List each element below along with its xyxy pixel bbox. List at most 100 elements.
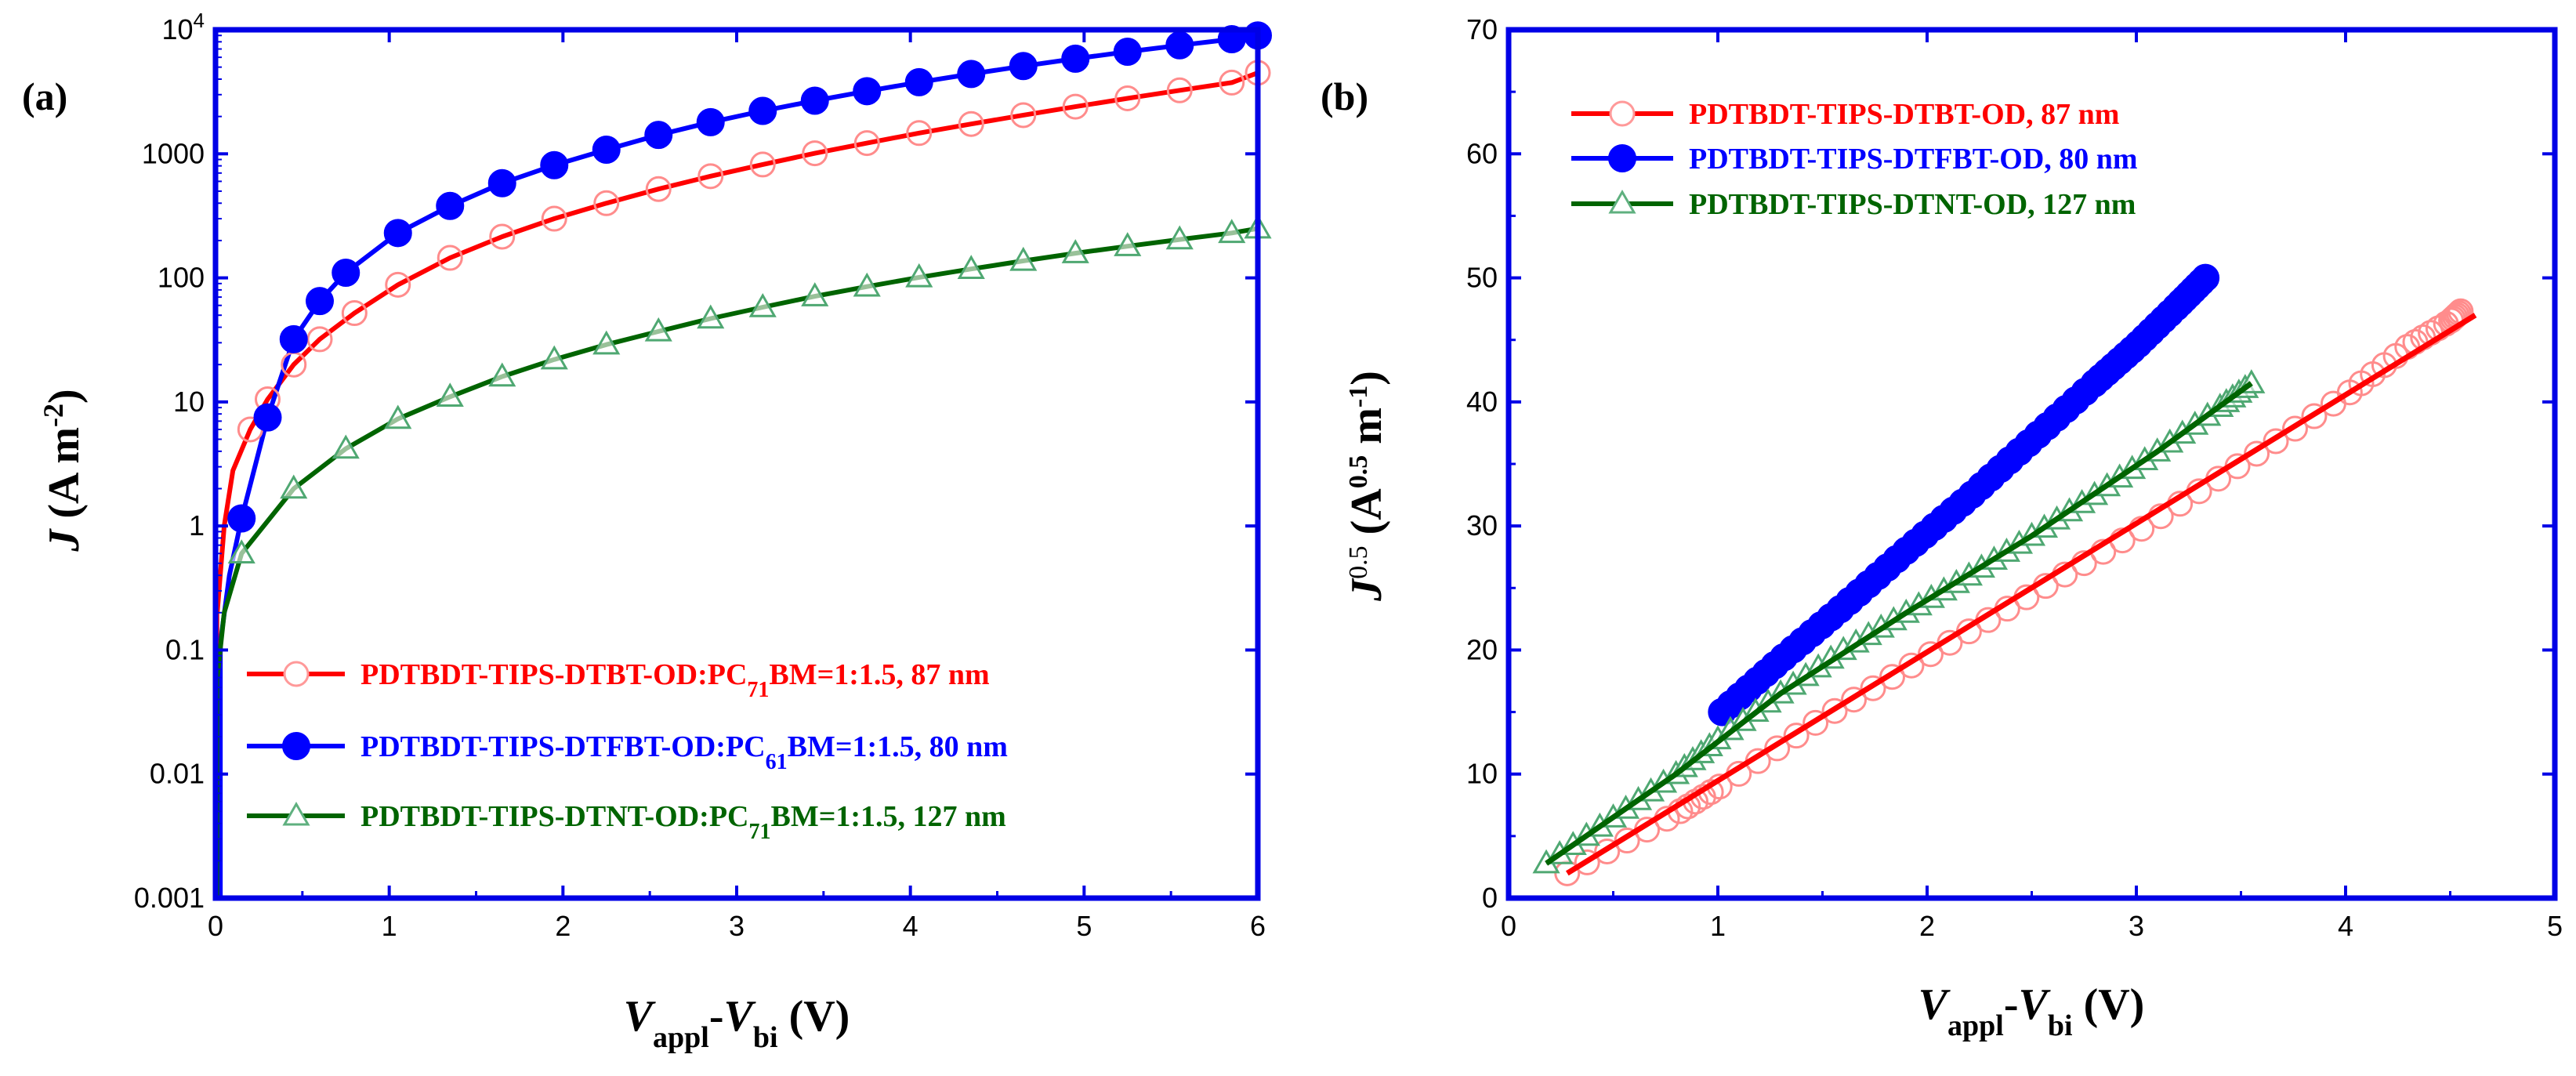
- series-a-point-0: [958, 110, 984, 137]
- legend-b-entry-0: PDTBDT-TIPS-DTBT-OD, 87 nm: [1571, 98, 2119, 131]
- series-a-line-1: [218, 33, 1259, 641]
- y-tick-label-a: 10: [173, 386, 205, 418]
- series-a-point-2: [280, 474, 308, 499]
- series-a-point-0: [1062, 93, 1089, 120]
- legend-a-label-1: PDTBDT-TIPS-DTFBT-OD:PC61BM=1:1.5, 80 nm: [360, 730, 1008, 774]
- series-a-point-2: [384, 404, 412, 429]
- y-tick-label-a: 104: [161, 9, 205, 45]
- panel-b-label: (b): [1321, 74, 1368, 118]
- series-b-point-0: [1879, 664, 1905, 690]
- series-b-point-0: [1783, 723, 1810, 749]
- legend-a-entry-2: PDTBDT-TIPS-DTNT-OD:PC71BM=1:1.5, 127 nm: [247, 800, 1006, 844]
- series-b-point-0: [1802, 709, 1829, 736]
- series-a-point-2: [1061, 239, 1089, 263]
- series-a-point-0: [489, 223, 516, 250]
- series-b-fit-line-0: [1565, 313, 2477, 876]
- series-a-point-1: [748, 96, 777, 125]
- panel-b-plot: [1532, 263, 2477, 886]
- series-a-point-1: [1113, 38, 1142, 67]
- panel-a-xlabel: Vappl-Vbi (V): [624, 992, 850, 1054]
- series-a-point-1: [487, 168, 516, 197]
- panel-a-label: (a): [22, 74, 67, 118]
- panel-b-xlabel: Vappl-Vbi (V): [1918, 980, 2145, 1042]
- panel-b-frame: [1505, 27, 2558, 901]
- legend-a-entry-1: PDTBDT-TIPS-DTFBT-OD:PC61BM=1:1.5, 80 nm: [247, 730, 1008, 774]
- legend-b-entry-2: PDTBDT-TIPS-DTNT-OD, 127 nm: [1571, 188, 2136, 221]
- x-tick-label-a: 6: [1250, 910, 1266, 942]
- panel-a-plot: [215, 21, 1272, 898]
- series-a-point-0: [593, 190, 620, 216]
- legend-b-label-2: PDTBDT-TIPS-DTNT-OD, 127 nm: [1689, 188, 2136, 221]
- series-a-point-2: [488, 362, 516, 387]
- y-tick-label-b: 60: [1466, 137, 1498, 169]
- series-b-point-0: [1821, 697, 1848, 724]
- x-tick-label-a: 0: [208, 910, 223, 942]
- series-a-point-0: [749, 151, 776, 178]
- series-a-point-2: [1165, 225, 1194, 250]
- series-a-point-1: [800, 86, 829, 115]
- series-a-point-0: [1010, 102, 1037, 129]
- y-tick-label-a: 1000: [142, 137, 205, 169]
- series-a-point-2: [592, 330, 621, 355]
- series-a-point-0: [906, 120, 933, 147]
- series-a-point-2: [540, 345, 568, 370]
- series-a-point-1: [644, 121, 673, 150]
- panel-a-ticks: [214, 28, 1259, 900]
- series-a-point-0: [437, 245, 463, 271]
- y-tick-label-a: 100: [158, 262, 205, 294]
- x-tick-label-a: 2: [555, 910, 571, 942]
- series-a-point-2: [801, 282, 829, 306]
- series-a-point-2: [697, 304, 725, 329]
- series-a-point-1: [904, 67, 933, 96]
- legend-b-marker-1: [1608, 144, 1636, 172]
- y-tick-label-b: 70: [1466, 13, 1498, 45]
- legend-b-entry-1: PDTBDT-TIPS-DTFBT-OD, 80 nm: [1571, 143, 2138, 176]
- y-tick-label-a: 0.1: [165, 633, 205, 665]
- series-a-point-1: [696, 107, 725, 136]
- legend-a-label-2: PDTBDT-TIPS-DTNT-OD:PC71BM=1:1.5, 127 nm: [360, 800, 1006, 844]
- y-tick-label-a: 0.01: [150, 758, 205, 790]
- series-a-point-0: [802, 140, 828, 167]
- series-a-point-0: [306, 326, 333, 353]
- x-tick-label-b: 1: [1710, 910, 1726, 942]
- series-a-point-1: [306, 287, 334, 316]
- x-tick-label-a: 4: [903, 910, 918, 942]
- panel-a-ylabel: J (A m-2): [38, 389, 89, 552]
- series-a-point-2: [1114, 232, 1142, 256]
- series-a-point-2: [905, 263, 933, 288]
- series-a-point-1: [540, 150, 569, 179]
- x-tick-label-a: 1: [382, 910, 397, 942]
- legend-a-marker-2: [282, 801, 310, 826]
- series-a-point-1: [383, 219, 412, 248]
- series-a-point-0: [697, 163, 724, 190]
- series-a-point-0: [853, 130, 880, 157]
- series-a-point-1: [279, 324, 308, 353]
- series-a-point-2: [1009, 246, 1038, 271]
- series-a-point-0: [645, 176, 672, 202]
- series-a-point-1: [592, 135, 621, 164]
- legend-b-label-1: PDTBDT-TIPS-DTFBT-OD, 80 nm: [1689, 143, 2138, 176]
- y-tick-label-b: 20: [1466, 633, 1498, 665]
- panel-b-ylabel: J0.5 (A0.5 m-1): [1342, 371, 1391, 602]
- x-tick-label-a: 5: [1076, 910, 1092, 942]
- series-a-point-1: [227, 504, 256, 533]
- y-tick-label-b: 10: [1466, 758, 1498, 790]
- series-a-point-1: [253, 403, 282, 432]
- series-b-point-0: [1898, 652, 1925, 679]
- panel-a: (a) 0 1 2 3 4 5 6 0.001 0.01 0.1 1 10 100 1000 104 J (…: [22, 9, 1272, 1054]
- panel-a-legend: PDTBDT-TIPS-DTBT-OD:PC71BM=1:1.5, 87 nm …: [247, 658, 1008, 844]
- x-tick-label-b: 4: [2338, 910, 2353, 942]
- y-tick-label-b: 30: [1466, 509, 1498, 542]
- series-a-line-0: [215, 71, 1259, 614]
- panel-a-frame: [212, 27, 1261, 901]
- x-tick-label-b: 0: [1501, 910, 1516, 942]
- series-a-point-1: [1009, 52, 1038, 81]
- series-a-point-2: [332, 434, 360, 459]
- legend-a-label-0: PDTBDT-TIPS-DTBT-OD:PC71BM=1:1.5, 87 nm: [360, 658, 990, 702]
- series-b-point-0: [1860, 675, 1886, 701]
- y-tick-label-a: 0.001: [134, 882, 205, 914]
- series-a-point-1: [1061, 44, 1090, 73]
- panel-a-tick-labels: 0 1 2 3 4 5 6 0.001 0.01 0.1 1 10 100 1000 104: [134, 9, 1266, 942]
